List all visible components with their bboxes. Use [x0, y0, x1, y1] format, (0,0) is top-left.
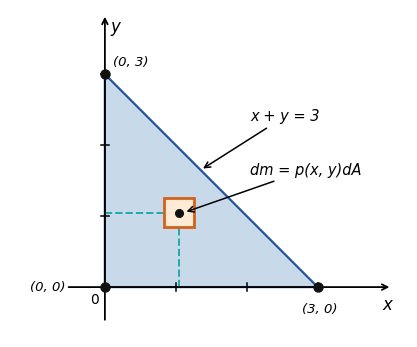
- Bar: [164, 198, 194, 228]
- Polygon shape: [105, 74, 318, 287]
- Text: y: y: [111, 17, 121, 35]
- Text: (0, 3): (0, 3): [113, 56, 149, 69]
- Text: dm = p(x, y)dA: dm = p(x, y)dA: [188, 162, 362, 212]
- Text: 0: 0: [90, 293, 99, 307]
- Text: (3, 0): (3, 0): [302, 303, 338, 316]
- Text: x: x: [382, 296, 392, 314]
- Text: (0, 0): (0, 0): [30, 281, 66, 294]
- Text: x + y = 3: x + y = 3: [204, 109, 320, 168]
